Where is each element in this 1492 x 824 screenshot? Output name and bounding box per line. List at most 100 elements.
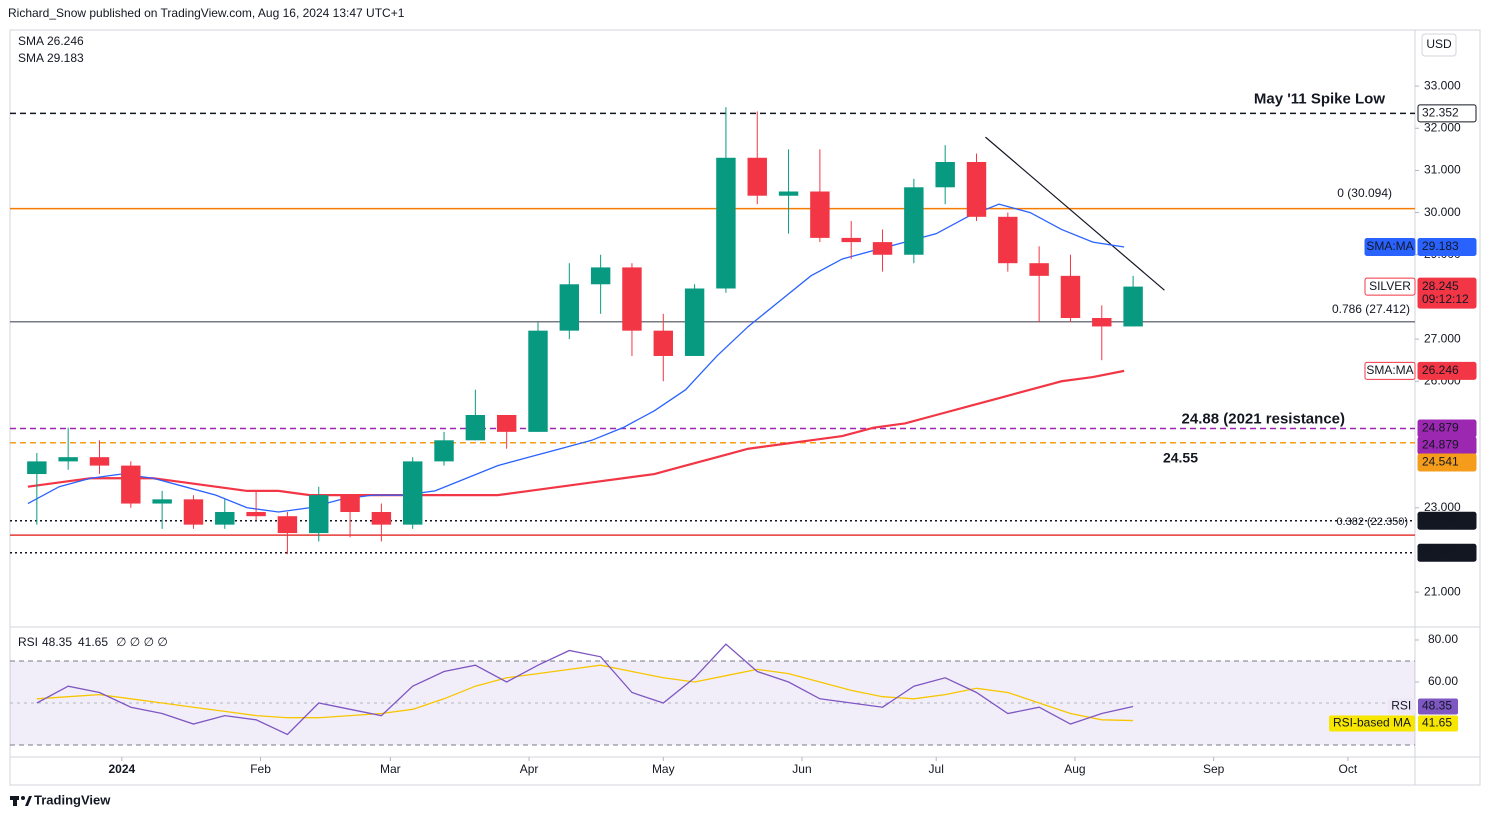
indicator-line	[36, 664, 1134, 722]
candle-body	[935, 161, 955, 188]
candle-body	[528, 330, 548, 432]
candle-body	[841, 237, 861, 243]
candle-body	[277, 516, 298, 534]
trendline	[985, 136, 1165, 291]
candle-body	[215, 511, 235, 525]
price-tag	[1418, 698, 1458, 715]
countdown: 09:12:12	[1422, 292, 1469, 306]
candle-body	[1123, 286, 1143, 327]
y-tick-label: 27.000	[1424, 331, 1461, 345]
y-tick-label: 30.000	[1424, 205, 1461, 219]
candle-body	[371, 511, 392, 525]
candle-body	[246, 511, 266, 517]
x-tick-label: 2024	[109, 762, 136, 776]
line-label: 0.786 (27.412)	[1332, 302, 1410, 316]
logo-shape	[25, 796, 32, 806]
candle-body	[152, 499, 172, 504]
line-label: 24.55	[1163, 449, 1198, 465]
line-label: 0.382 (22.350)	[1336, 516, 1408, 528]
tag-label: SMA:MA	[1366, 363, 1413, 377]
logo-shape	[13, 796, 17, 806]
legend-name: SMA	[18, 51, 44, 65]
candle-body	[872, 242, 893, 255]
price-tag	[1417, 277, 1477, 309]
x-tick-label: Apr	[520, 762, 539, 776]
candle-body	[309, 495, 329, 534]
tag-label-box	[1364, 277, 1416, 296]
candle-body	[904, 187, 924, 255]
tag-label-box	[1387, 698, 1415, 715]
price-tag-value: 24.541	[1422, 455, 1459, 469]
indicator-line	[27, 203, 1125, 513]
price-tag	[1417, 453, 1477, 472]
candle-body	[716, 157, 736, 289]
candle-body	[58, 457, 78, 462]
tag-label: SMA:MA	[1366, 239, 1413, 253]
candle-body	[434, 440, 454, 462]
price-tag-value: 41.65	[1422, 716, 1452, 730]
candle-body	[1092, 318, 1112, 327]
price-tag-value: 28.245	[1422, 279, 1459, 293]
price-tag	[1417, 543, 1477, 562]
price-tag	[1417, 361, 1477, 380]
currency-box[interactable]	[1421, 33, 1457, 57]
line-label: 0 (30.094)	[1337, 186, 1392, 200]
candle-body	[1029, 263, 1049, 276]
price-tag	[1417, 238, 1477, 257]
legend-value: 26.246	[47, 34, 84, 48]
price-tag-value: 22.693	[1422, 513, 1459, 527]
y-tick-label: 23.000	[1424, 500, 1461, 514]
chart-frame	[9, 29, 1481, 786]
tag-label-box	[1329, 715, 1415, 732]
tag-label: RSI	[1391, 699, 1411, 713]
candle-body	[465, 415, 486, 441]
candle-body	[1060, 275, 1081, 319]
x-tick-label: May	[652, 762, 675, 776]
legend-extra: ∅ ∅ ∅ ∅	[116, 635, 168, 649]
x-tick-label: Jul	[929, 762, 944, 776]
candle-body	[778, 191, 799, 196]
candle-body	[747, 157, 767, 196]
currency[interactable]: USD	[1426, 37, 1452, 51]
candle-body	[183, 499, 204, 525]
x-tick-label: Aug	[1064, 762, 1085, 776]
legend-name: SMA	[18, 34, 44, 48]
price-tag-value: 24.879	[1422, 421, 1459, 435]
logo-shape	[21, 796, 25, 800]
legend-value: 48.35	[42, 635, 72, 649]
price-tag	[1417, 511, 1477, 530]
y-tick-label: 31.000	[1424, 163, 1461, 177]
price-tag-value: 29.183	[1422, 239, 1459, 253]
y-tick-label: 60.00	[1428, 674, 1458, 688]
tag-label: SILVER	[1369, 279, 1411, 293]
candle-body	[121, 465, 141, 504]
candle-body	[653, 330, 673, 356]
legend-value: 41.65	[78, 635, 108, 649]
candle-body	[402, 461, 423, 525]
publish-header: Richard_Snow published on TradingView.co…	[8, 6, 405, 20]
candle-body	[684, 288, 705, 356]
tag-label-box	[1364, 238, 1416, 257]
tag-label-box	[1364, 361, 1416, 380]
y-tick-label: 33.000	[1424, 78, 1461, 92]
candle-body	[559, 284, 580, 331]
line-label: 24.88 (2021 resistance)	[1182, 411, 1345, 428]
price-tag-value: 48.35	[1422, 699, 1452, 713]
price-tag-value: 21.933	[1422, 545, 1459, 559]
candle-body	[966, 161, 987, 217]
candle-body	[27, 461, 47, 475]
legend-value: 29.183	[47, 51, 84, 65]
x-tick-label: Mar	[380, 762, 401, 776]
tag-label: RSI-based MA	[1333, 716, 1411, 730]
line-label: May '11 Spike Low	[1254, 90, 1385, 107]
x-tick-label: Oct	[1339, 762, 1358, 776]
logo-text: TradingView	[34, 792, 111, 807]
candle-body	[590, 267, 611, 285]
candle-body	[496, 415, 517, 432]
y-tick-label: 21.000	[1424, 584, 1461, 598]
x-tick-label: Sep	[1203, 762, 1225, 776]
price-tag-value: 32.352	[1422, 106, 1459, 120]
